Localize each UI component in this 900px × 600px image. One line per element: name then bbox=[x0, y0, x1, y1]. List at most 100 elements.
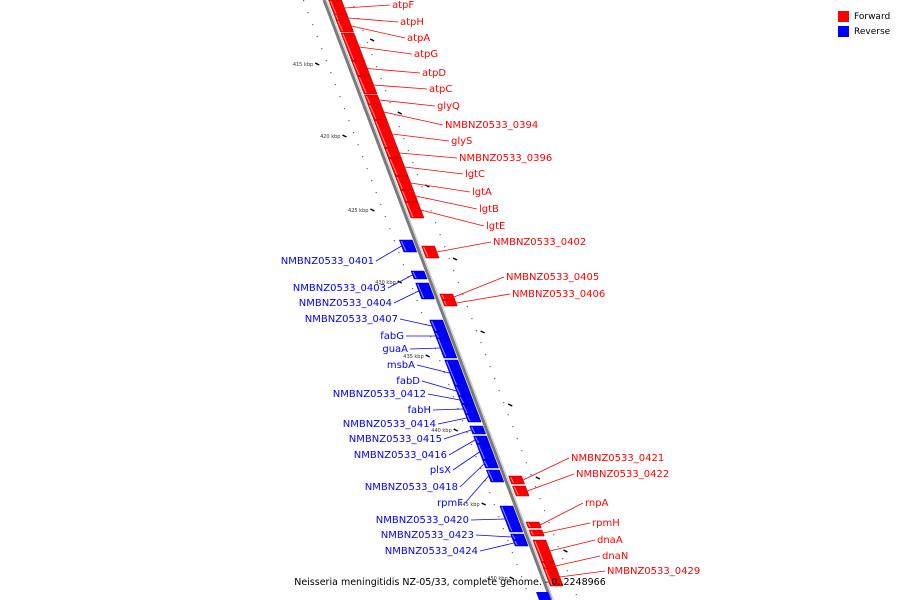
gene-label-nmbnz0533-0396[interactable]: NMBNZ0533_0396 bbox=[459, 153, 552, 164]
gene-label-plsx[interactable]: plsX bbox=[430, 465, 451, 476]
tick-label-425-kbp: 425 kbp bbox=[348, 208, 368, 214]
gene-label-lgte[interactable]: lgtE bbox=[486, 221, 505, 232]
track-dot bbox=[484, 354, 487, 356]
gene-leader-nmbnz0533-0420 bbox=[470, 518, 505, 521]
legend-label-forward: Forward bbox=[854, 11, 891, 22]
track-dot bbox=[303, 0, 305, 2]
gene-label-atpf[interactable]: atpF bbox=[392, 0, 414, 11]
gene-leader-atpc bbox=[373, 84, 428, 90]
sequence-backbone bbox=[322, 0, 553, 600]
track-dot bbox=[389, 102, 391, 104]
gene-label-nmbnz0533-0407[interactable]: NMBNZ0533_0407 bbox=[305, 314, 398, 325]
gene-block-nmbnz0533-0429[interactable] bbox=[543, 567, 564, 587]
track-dot bbox=[366, 168, 368, 170]
gene-label-lgtb[interactable]: lgtB bbox=[479, 204, 499, 215]
gene-block-nmbnz0533-0401[interactable] bbox=[398, 239, 418, 253]
tick-mark-minor bbox=[397, 111, 403, 115]
gene-label-atpc[interactable]: atpC bbox=[429, 84, 452, 95]
gene-label-lgtc[interactable]: lgtC bbox=[465, 169, 485, 180]
gene-label-rpmh[interactable]: rpmH bbox=[592, 518, 620, 529]
gene-label-nmbnz0533-0406[interactable]: NMBNZ0533_0406 bbox=[512, 289, 605, 300]
gene-label-atpa[interactable]: atpA bbox=[407, 33, 430, 44]
gene-label-rnpa[interactable]: rnpA bbox=[585, 498, 609, 509]
track-dot bbox=[402, 264, 405, 266]
track-dot bbox=[498, 516, 500, 518]
gene-label-glyq[interactable]: glyQ bbox=[437, 101, 460, 112]
track-dot bbox=[434, 222, 437, 224]
gene-label-nmbnz0533-0403[interactable]: NMBNZ0533_0403 bbox=[293, 283, 386, 294]
track-dot bbox=[325, 60, 327, 62]
gene-label-nmbnz0533-0416[interactable]: NMBNZ0533_0416 bbox=[354, 450, 447, 461]
gene-label-atpd[interactable]: atpD bbox=[422, 68, 446, 79]
gene-label-atph[interactable]: atpH bbox=[400, 17, 424, 28]
gene-leader-lgtb bbox=[415, 195, 478, 210]
track-dot bbox=[371, 180, 373, 182]
track-dot bbox=[430, 336, 432, 338]
gene-block-atpa[interactable] bbox=[335, 19, 354, 33]
gene-label-lgta[interactable]: lgtA bbox=[472, 187, 492, 198]
track-dot bbox=[575, 594, 577, 596]
track-dot bbox=[502, 528, 504, 530]
track-dot bbox=[366, 42, 369, 44]
gene-label-nmbnz0533-0420[interactable]: NMBNZ0533_0420 bbox=[376, 515, 469, 526]
gene-label-glys[interactable]: glyS bbox=[451, 136, 472, 147]
gene-block-nmbnz0533-0404[interactable] bbox=[415, 282, 435, 300]
tick-mark bbox=[425, 354, 431, 358]
gene-label-rpmf[interactable]: rpmF bbox=[437, 498, 463, 509]
gene-block-nmbnz0533-0422[interactable] bbox=[512, 485, 530, 497]
gene-label-nmbnz0533-0394[interactable]: NMBNZ0533_0394 bbox=[445, 120, 538, 131]
gene-label-atpg[interactable]: atpG bbox=[414, 49, 438, 60]
gene-label-nmbnz0533-0429[interactable]: NMBNZ0533_0429 bbox=[607, 566, 700, 577]
track-dot bbox=[512, 426, 514, 428]
gene-label-nmbnz0533-0418[interactable]: NMBNZ0533_0418 bbox=[365, 482, 458, 493]
tick-mark bbox=[342, 134, 347, 138]
gene-label-nmbnz0533-0402[interactable]: NMBNZ0533_0402 bbox=[493, 237, 586, 248]
gene-leader-nmbnz0533-0402 bbox=[436, 241, 492, 253]
gene-block-rpmf[interactable] bbox=[485, 469, 505, 483]
gene-label-nmbnz0533-0422[interactable]: NMBNZ0533_0422 bbox=[576, 469, 669, 480]
gene-highlight bbox=[412, 271, 417, 279]
gene-leader-nmbnz0533-0416 bbox=[448, 439, 476, 456]
gene-leader-guaa bbox=[409, 347, 441, 350]
track-dot bbox=[339, 96, 341, 98]
gene-label-fabg[interactable]: fabG bbox=[380, 331, 404, 342]
track-dot bbox=[444, 246, 446, 248]
gene-leader-nmbnz0533-0407 bbox=[399, 318, 432, 327]
track-dot bbox=[307, 12, 309, 14]
gene-highlight bbox=[400, 240, 407, 252]
gene-block-atpc[interactable] bbox=[356, 75, 378, 95]
gene-label-fabh[interactable]: fabH bbox=[407, 405, 431, 416]
gene-label-nmbnz0533-0401[interactable]: NMBNZ0533_0401 bbox=[281, 256, 374, 267]
gene-block-nmbnz0533-0420[interactable] bbox=[499, 505, 524, 533]
track-dot bbox=[543, 510, 546, 512]
tick-label-430-kbp: 430 kbp bbox=[375, 280, 395, 286]
gene-label-nmbnz0533-0414[interactable]: NMBNZ0533_0414 bbox=[343, 419, 436, 430]
gene-label-nmbnz0533-0405[interactable]: NMBNZ0533_0405 bbox=[506, 272, 599, 283]
gene-label-nmbnz0533-0404[interactable]: NMBNZ0533_0404 bbox=[299, 298, 392, 309]
gene-label-fabd[interactable]: fabD bbox=[396, 376, 420, 387]
gene-label-nmbnz0533-0424[interactable]: NMBNZ0533_0424 bbox=[385, 546, 478, 557]
gene-label-nmbnz0533-0415[interactable]: NMBNZ0533_0415 bbox=[349, 434, 442, 445]
gene-block-lgte[interactable] bbox=[404, 201, 425, 219]
gene-label-msba[interactable]: msbA bbox=[387, 360, 415, 371]
track-dot bbox=[316, 36, 318, 38]
track-dot bbox=[461, 420, 464, 422]
gene-label-dnan[interactable]: dnaN bbox=[602, 551, 628, 562]
track-dot bbox=[548, 522, 550, 524]
gene-block-nmbnz0533-0402[interactable] bbox=[421, 245, 440, 259]
gene-leader-fabd bbox=[421, 380, 457, 392]
gene-label-nmbnz0533-0423[interactable]: NMBNZ0533_0423 bbox=[381, 530, 474, 541]
gene-label-nmbnz0533-0412[interactable]: NMBNZ0533_0412 bbox=[333, 389, 426, 400]
legend-swatch-forward bbox=[838, 11, 849, 22]
gene-label-guaa[interactable]: guaA bbox=[382, 344, 408, 355]
gene-highlight bbox=[512, 534, 516, 540]
gene-highlight bbox=[431, 320, 437, 332]
tick-mark-minor bbox=[563, 549, 568, 553]
track-dot bbox=[466, 432, 468, 434]
gene-block-guaa[interactable] bbox=[436, 337, 458, 359]
gene-highlight bbox=[423, 246, 429, 258]
gene-label-nmbnz0533-0421[interactable]: NMBNZ0533_0421 bbox=[571, 453, 664, 464]
gene-label-dnaa[interactable]: dnaA bbox=[597, 535, 623, 546]
track-dot bbox=[343, 108, 346, 110]
track-dot bbox=[434, 348, 436, 350]
